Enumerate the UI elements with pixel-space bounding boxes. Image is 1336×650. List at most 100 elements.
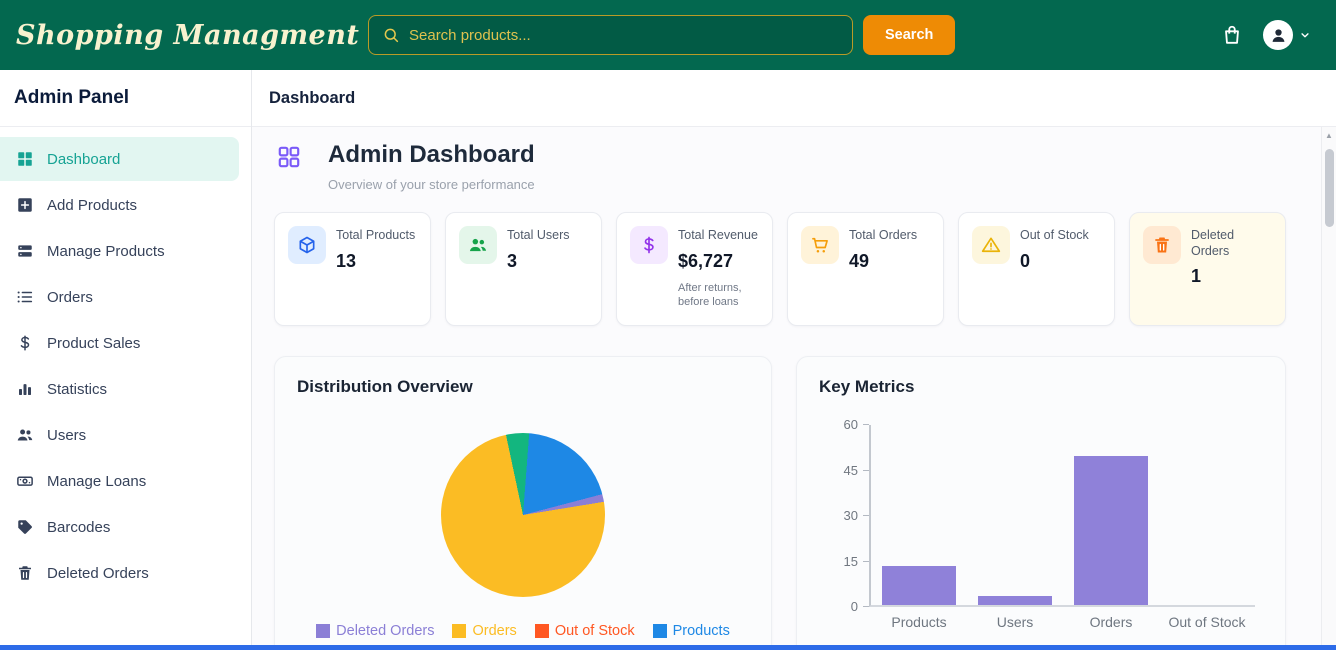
stat-cards-row: Total Products 13 Total Users 3 Total Re… (268, 212, 1292, 326)
sidebar-item-product-sales[interactable]: Product Sales (0, 321, 239, 365)
brand-logo: Shopping Managment (16, 20, 368, 51)
sidebar-item-label: Statistics (47, 381, 107, 398)
stat-label: Out of Stock (1020, 226, 1089, 244)
x-category-label: Users (967, 614, 1063, 630)
legend-swatch (653, 624, 667, 638)
sidebar-item-add-products[interactable]: Add Products (0, 183, 239, 227)
bar-x-axis: ProductsUsersOrdersOut of Stock (871, 607, 1255, 630)
dashboard-content: Admin Dashboard Overview of your store p… (252, 127, 1336, 645)
bars-icon (16, 380, 34, 398)
header-actions (1221, 20, 1312, 50)
sidebar-item-manage-loans[interactable]: Manage Loans (0, 459, 239, 503)
search-box (368, 15, 853, 55)
sidebar-item-label: Product Sales (47, 335, 140, 352)
trash-icon (1143, 226, 1181, 264)
legend-item-out-of-stock[interactable]: Out of Stock (535, 623, 635, 639)
stat-card-deleted-orders: Deleted Orders 1 (1129, 212, 1286, 326)
legend-label: Orders (472, 623, 516, 639)
sidebar-item-users[interactable]: Users (0, 413, 239, 457)
users-icon (16, 426, 34, 444)
stat-label: Total Orders (849, 226, 917, 244)
tag-icon (16, 518, 34, 536)
stat-label: Total Revenue (678, 226, 759, 244)
bar-column (967, 425, 1063, 605)
page-title: Admin Dashboard (328, 141, 535, 169)
sidebar-nav: Dashboard Add Products Manage Products O… (0, 127, 251, 595)
scrollbar[interactable]: ▲ (1321, 127, 1336, 645)
avatar (1263, 20, 1293, 50)
stat-card-total-orders: Total Orders 49 (787, 212, 944, 326)
scroll-up-arrow[interactable]: ▲ (1322, 131, 1336, 140)
bag-icon[interactable] (1221, 24, 1243, 46)
legend-item-deleted-orders[interactable]: Deleted Orders (316, 623, 434, 639)
stack-icon (16, 242, 34, 260)
x-category-label: Orders (1063, 614, 1159, 630)
search-icon (382, 26, 400, 44)
legend-item-products[interactable]: Products (653, 623, 730, 639)
pie-legend: Deleted Orders Orders Out of Stock Produ… (295, 623, 751, 639)
grid-icon (16, 150, 34, 168)
bar-y-axis: 0 15 30 45 60 (833, 425, 869, 607)
stat-card-total-revenue: Total Revenue $6,727 After returns, befo… (616, 212, 773, 326)
sidebar-item-label: Barcodes (47, 519, 110, 536)
users-icon (459, 226, 497, 264)
legend-item-orders[interactable]: Orders (452, 623, 516, 639)
sidebar-item-barcodes[interactable]: Barcodes (0, 505, 239, 549)
cash-icon (16, 472, 34, 490)
sidebar-item-deleted-orders[interactable]: Deleted Orders (0, 551, 239, 595)
bar-column (1063, 425, 1159, 605)
x-category-label: Products (871, 614, 967, 630)
sidebar-item-orders[interactable]: Orders (0, 275, 239, 319)
cart-icon (801, 226, 839, 264)
stat-value: $6,727 (678, 251, 759, 272)
bottom-accent-bar (0, 645, 1336, 650)
trash-icon (16, 564, 34, 582)
y-tick-label: 30 (844, 508, 858, 523)
search-input[interactable] (409, 27, 839, 44)
warning-icon (972, 226, 1010, 264)
bar-column (1159, 425, 1255, 605)
sidebar-title: Admin Panel (0, 70, 251, 127)
chevron-down-icon (1298, 28, 1312, 42)
person-icon (1269, 26, 1288, 45)
bar-users (978, 596, 1053, 605)
stat-label: Total Users (507, 226, 570, 244)
pie-chart (441, 433, 605, 597)
bar-plot-area (869, 425, 1255, 607)
stat-value: 49 (849, 251, 917, 272)
bar-orders (1074, 456, 1149, 605)
scrollbar-thumb[interactable] (1325, 149, 1334, 227)
stat-card-total-users: Total Users 3 (445, 212, 602, 326)
sidebar-item-statistics[interactable]: Statistics (0, 367, 239, 411)
stat-value: 1 (1191, 266, 1272, 287)
y-tick-label: 0 (851, 599, 858, 614)
stat-value: 3 (507, 251, 570, 272)
cube-icon (288, 226, 326, 264)
legend-label: Products (673, 623, 730, 639)
dollar-icon (630, 226, 668, 264)
sidebar: Admin Panel Dashboard Add Products Manag… (0, 70, 252, 645)
sidebar-item-dashboard[interactable]: Dashboard (0, 137, 239, 181)
top-header: Shopping Managment Search (0, 0, 1336, 70)
page-head: Admin Dashboard Overview of your store p… (276, 141, 1292, 192)
sidebar-item-label: Orders (47, 289, 93, 306)
sidebar-item-label: Add Products (47, 197, 137, 214)
bar-chart-title: Key Metrics (819, 377, 1265, 397)
stat-note: After returns, before loans (678, 281, 759, 310)
bar-column (871, 425, 967, 605)
search-button[interactable]: Search (863, 15, 955, 55)
main-area: Dashboard Admin Dashboard Overview of yo… (252, 70, 1336, 645)
sidebar-item-label: Manage Loans (47, 473, 146, 490)
sidebar-item-label: Users (47, 427, 86, 444)
breadcrumb: Dashboard (269, 89, 355, 108)
stat-card-out-of-stock: Out of Stock 0 (958, 212, 1115, 326)
sidebar-item-manage-products[interactable]: Manage Products (0, 229, 239, 273)
add-icon (16, 196, 34, 214)
x-category-label: Out of Stock (1159, 614, 1255, 630)
sidebar-item-label: Manage Products (47, 243, 165, 260)
y-tick-label: 60 (844, 417, 858, 432)
y-tick-label: 15 (844, 554, 858, 569)
stat-value: 13 (336, 251, 415, 272)
legend-swatch (535, 624, 549, 638)
user-menu[interactable] (1263, 20, 1312, 50)
